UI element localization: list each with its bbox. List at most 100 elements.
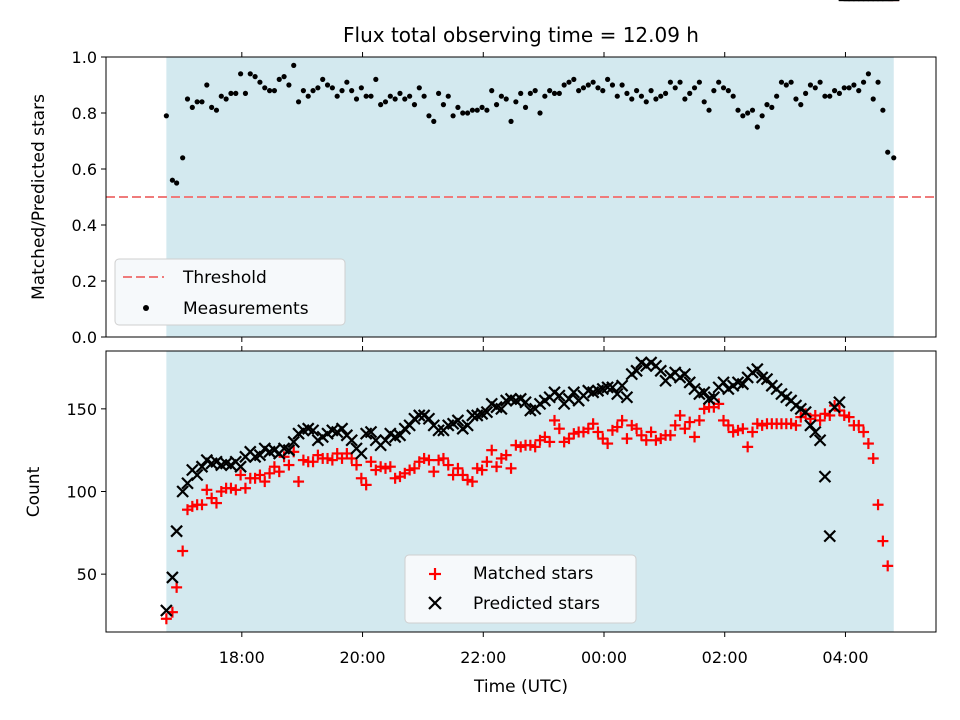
measurement-point — [614, 93, 620, 99]
predicted-star-marker — [630, 364, 643, 378]
matched-star-marker — [457, 469, 469, 481]
measurement-point — [716, 79, 722, 85]
predicted-star-marker — [393, 429, 407, 442]
measurement-point — [891, 155, 897, 161]
measurement-point — [291, 62, 297, 68]
matched-star-marker — [872, 499, 884, 511]
measurement-point — [672, 85, 678, 91]
measurement-point — [875, 79, 881, 85]
measurement-point — [817, 79, 823, 85]
measurement-point — [373, 76, 379, 82]
top-y-tick-label: 0.8 — [72, 104, 97, 123]
predicted-star-marker — [519, 395, 532, 409]
measurement-point — [209, 104, 215, 110]
measurement-point — [846, 85, 852, 91]
matched-star-marker — [201, 484, 213, 496]
matched-star-marker — [756, 419, 768, 431]
matched-star-marker — [423, 454, 435, 466]
measurement-point — [204, 82, 210, 88]
measurement-point — [411, 102, 418, 108]
matched-star-marker — [336, 452, 348, 464]
measurement-point — [803, 90, 809, 96]
matched-star-markers — [160, 0, 900, 625]
measurement-point — [271, 88, 278, 94]
measurement-point — [619, 82, 625, 88]
matched-star-marker — [674, 409, 686, 421]
matched-star-marker — [428, 466, 440, 478]
matched-star-marker — [664, 429, 676, 441]
measurement-point — [856, 88, 862, 94]
measurement-point — [276, 76, 282, 82]
matched-star-marker — [476, 464, 488, 476]
measurement-point — [305, 93, 311, 99]
measurement-point — [257, 79, 263, 85]
measurement-point — [706, 107, 712, 113]
measurements-legend-label: Measurements — [183, 299, 309, 319]
matched-star-marker — [404, 464, 416, 476]
measurement-point — [493, 102, 500, 108]
matched-star-marker — [351, 459, 363, 471]
predicted-star-marker — [717, 376, 730, 389]
measurement-point — [793, 96, 799, 102]
measurement-point — [286, 82, 292, 88]
matched-legend-swatch — [429, 568, 441, 580]
measurement-point — [662, 90, 669, 96]
measurement-point — [295, 99, 302, 105]
matched-star-marker — [365, 456, 377, 468]
predicted-star-marker — [601, 381, 614, 394]
measurement-point — [551, 90, 558, 96]
matched-star-marker — [186, 500, 198, 512]
predicted-star-marker — [306, 424, 320, 437]
matched-star-marker — [693, 414, 705, 426]
matched-star-marker — [471, 462, 483, 474]
matched-star-marker — [582, 423, 594, 435]
measurement-point — [749, 107, 756, 113]
measurement-point — [445, 93, 451, 99]
measurement-point — [397, 90, 403, 96]
matched-star-marker — [587, 418, 599, 430]
measurement-point — [378, 102, 384, 108]
matched-star-marker — [486, 444, 498, 456]
predicted-star-marker — [654, 364, 668, 378]
bottom-panel-ticks: 18:00 20:00 22:00 00:00 02:00 04:00 50 100 150 — [66, 346, 869, 667]
matched-star-marker — [408, 462, 420, 474]
predicted-star-marker — [234, 460, 247, 473]
matched-star-marker — [384, 461, 396, 473]
matched-star-marker — [640, 434, 652, 446]
matched-star-marker — [544, 436, 556, 448]
x-tick-label: 20:00 — [339, 648, 385, 667]
matched-star-marker — [843, 411, 855, 423]
measurement-point — [880, 107, 886, 113]
matched-star-marker — [491, 461, 503, 473]
matched-star-marker — [437, 452, 449, 464]
measurement-point — [218, 93, 224, 99]
measurement-point — [368, 93, 374, 99]
measurement-point — [682, 96, 688, 102]
measurement-point — [725, 88, 731, 94]
measurement-point — [638, 93, 645, 99]
matched-star-marker — [877, 535, 889, 547]
matched-star-marker — [206, 492, 218, 504]
measurement-point — [223, 96, 229, 102]
top-y-tick-label: 0.2 — [72, 272, 97, 291]
matched-star-marker — [645, 426, 657, 438]
matched-star-marker — [239, 482, 251, 494]
bottom-panel-frame — [105, 350, 937, 633]
matched-star-marker — [853, 419, 865, 431]
measurement-point — [648, 88, 654, 94]
predicted-star-marker — [823, 529, 837, 543]
measurement-point — [407, 93, 413, 99]
measurement-point — [503, 96, 509, 102]
predicted-star-marker — [253, 448, 267, 462]
measurement-point — [421, 93, 427, 99]
x-tick-label: 00:00 — [581, 648, 627, 667]
matched-star-marker — [160, 613, 172, 625]
measurement-point — [426, 113, 432, 119]
matched-star-marker — [549, 414, 561, 426]
top-y-tick-label: 1.0 — [72, 48, 97, 67]
measurement-point — [329, 85, 335, 91]
measurement-point — [363, 93, 369, 99]
measurement-point — [513, 99, 519, 105]
measurement-point — [518, 90, 524, 96]
measurement-point — [464, 110, 471, 116]
